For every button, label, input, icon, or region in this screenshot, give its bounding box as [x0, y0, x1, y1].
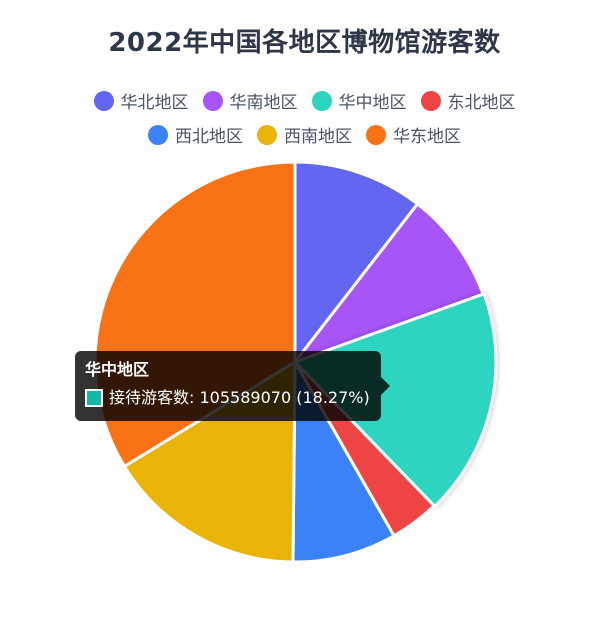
tooltip: 华中地区 接待游客数: 105589070 (18.27%) — [75, 351, 381, 421]
legend-label: 华中地区 — [338, 93, 407, 113]
pie-slice[interactable] — [293, 202, 485, 364]
legend-swatch — [257, 124, 277, 145]
tooltip-series-label: 接待游客数 — [109, 388, 190, 407]
legend-label: 华东地区 — [393, 127, 461, 147]
legend-item[interactable]: 华东地区 — [366, 122, 461, 147]
legend-swatch — [202, 90, 223, 111]
tooltip-color-swatch — [85, 389, 103, 407]
legend-label: 华北地区 — [120, 93, 189, 113]
legend-swatch — [420, 90, 441, 111]
legend-label: 西北地区 — [175, 127, 243, 147]
tooltip-arrow — [381, 377, 390, 395]
legend-label: 华南地区 — [229, 93, 298, 113]
legend-item[interactable]: 东北地区 — [420, 88, 516, 113]
tooltip-body: 接待游客数: 105589070 (18.27%) — [85, 387, 371, 409]
legend-item[interactable]: 华北地区 — [93, 88, 189, 113]
legend-item[interactable]: 华南地区 — [202, 88, 298, 113]
legend-item[interactable]: 西南地区 — [257, 122, 352, 147]
tooltip-colon: : — [189, 388, 200, 407]
legend-swatch — [311, 90, 332, 111]
legend-row: 西北地区 西南地区 华东地区 — [0, 122, 609, 147]
tooltip-title: 华中地区 — [85, 360, 150, 379]
legend-swatch — [93, 90, 114, 111]
chart-title: 2022年中国各地区博物馆游客数 — [108, 28, 501, 58]
tooltip-value: 105589070 — [199, 388, 292, 407]
legend-label: 东北地区 — [447, 93, 516, 113]
tooltip-percent: (18.27%) — [296, 388, 370, 407]
legend-label: 西南地区 — [284, 127, 352, 147]
pie-slice[interactable] — [293, 292, 498, 508]
legend-row: 华北地区 华南地区 华中地区 东北地区 — [0, 88, 609, 113]
legend-swatch — [366, 124, 386, 145]
legend-swatch — [148, 124, 168, 145]
pie-slice[interactable] — [293, 160, 420, 364]
legend-item[interactable]: 华中地区 — [311, 88, 407, 113]
legend-item[interactable]: 西北地区 — [148, 122, 243, 147]
